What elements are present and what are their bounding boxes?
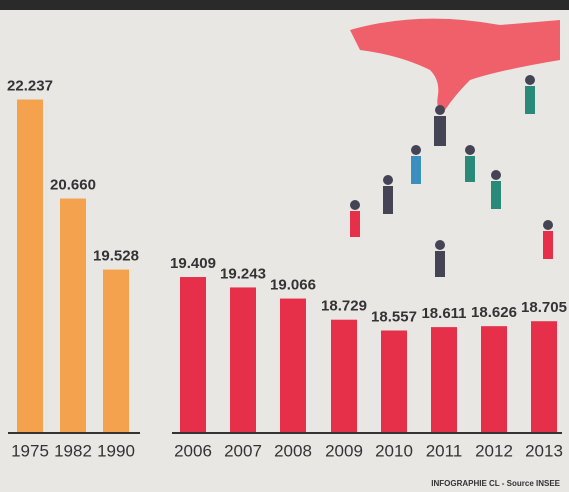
value-label: 18.611 bbox=[421, 305, 466, 322]
x-tick-label: 2013 bbox=[525, 441, 563, 460]
footer: INFOGRAPHIE CL - Source INSEE bbox=[431, 479, 560, 488]
x-tick-label: 1982 bbox=[54, 441, 92, 460]
x-tick-label: 1975 bbox=[11, 441, 49, 460]
x-tick-label: 2009 bbox=[325, 441, 363, 460]
bar bbox=[280, 299, 306, 432]
x-tick-label: 2012 bbox=[475, 441, 513, 460]
value-label: 20.660 bbox=[50, 176, 96, 193]
bar bbox=[60, 198, 86, 432]
page: {"chart_data": {"type": "bar", "categori… bbox=[0, 0, 569, 492]
value-label: 19.528 bbox=[93, 248, 139, 265]
value-label: 18.705 bbox=[521, 299, 567, 316]
bar bbox=[331, 320, 357, 432]
bar bbox=[481, 326, 507, 432]
bar bbox=[531, 321, 557, 432]
bar bbox=[17, 100, 43, 432]
x-tick-label: 2007 bbox=[224, 441, 262, 460]
value-label: 18.729 bbox=[321, 298, 367, 315]
bar bbox=[230, 287, 256, 432]
x-tick-label: 2008 bbox=[274, 441, 312, 460]
bar bbox=[103, 270, 129, 432]
value-label: 19.243 bbox=[220, 265, 266, 282]
bar bbox=[431, 327, 457, 432]
x-tick-label: 2011 bbox=[426, 441, 463, 460]
x-tick-label: 2006 bbox=[174, 441, 212, 460]
bar bbox=[180, 277, 206, 432]
people-illustration bbox=[350, 75, 553, 277]
x-tick-label: 2010 bbox=[375, 441, 413, 460]
title-band bbox=[0, 0, 569, 10]
value-label: 19.066 bbox=[270, 277, 316, 294]
bar bbox=[381, 331, 407, 432]
value-label: 22.237 bbox=[7, 77, 53, 94]
x-tick-label: 1990 bbox=[97, 441, 135, 460]
chart: INFOGRAPHIE CL - Source INSEE 1975 22.237… bbox=[0, 0, 569, 492]
value-label: 18.626 bbox=[471, 304, 517, 321]
value-label: 18.557 bbox=[371, 308, 417, 325]
value-label: 19.409 bbox=[170, 255, 216, 272]
